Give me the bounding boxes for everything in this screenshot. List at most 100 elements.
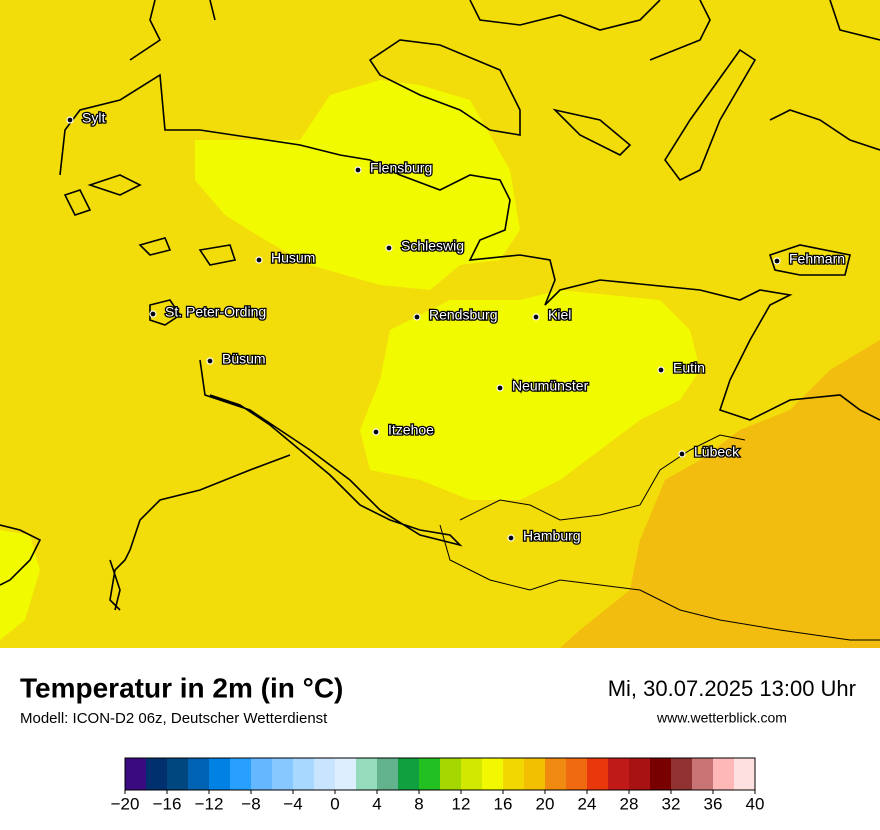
colorbar-tick-label: 24 [578,794,597,813]
colorbar-segment [398,758,419,790]
coastline [769,109,880,151]
map: Sylt Flensburg Schleswig Husum St. Peter-Ord… [0,0,880,648]
city-dot [657,366,665,374]
colorbar-segment [608,758,629,790]
colorbar-segment [167,758,188,790]
city-dot [532,313,540,321]
colorbar-segment [377,758,398,790]
city-dot [507,534,515,542]
coastline [129,454,291,551]
city-label: Kiel [548,307,571,323]
city-dot [66,116,74,124]
coastline [0,524,42,586]
colorbar-tick-label: −20 [111,794,140,813]
colorbar-segment [440,758,461,790]
coastline [109,549,131,611]
colorbar-segment [251,758,272,790]
colorbar-segment [188,758,209,790]
elbe-coast [199,359,463,547]
colorbar: −20 −16 −12 −8 −4 0 4 8 12 16 20 24 28 32 36 40 [111,757,765,813]
city-label: Flensburg [370,160,432,176]
colorbar-tick-label: −16 [153,794,182,813]
island [552,48,851,276]
colorbar-tick-label: 8 [414,794,423,813]
colorbar-segment [650,758,671,790]
warm-zone [195,80,520,290]
colorbar-segment [293,758,314,790]
date: Mi, 30.07.2025 13:00 Uhr [608,676,856,701]
coastline [59,73,880,421]
city-label: Itzehoe [388,422,434,438]
city-dot [385,244,393,252]
city-label: Schleswig [401,238,464,254]
city-dot [413,313,421,321]
city-dot [206,357,214,365]
coastline [469,0,880,61]
colorbar-tick-label: 12 [452,794,471,813]
city-label: Fehmarn [789,251,845,267]
coastline [129,0,216,61]
colorbar-segment [734,758,755,790]
colorbar-segment [461,758,482,790]
border [459,434,746,521]
island [63,174,237,326]
colorbar-segment [482,758,503,790]
colorbar-segment [209,758,230,790]
warm-zone [0,530,40,640]
colorbar-tick-label: 32 [662,794,681,813]
colorbar-segment [230,758,251,790]
map-title: Temperatur in 2m (in °C) [20,672,343,703]
colorbar-tick-label: 36 [704,794,723,813]
city-label: Neumünster [512,378,589,394]
city-label: Husum [271,250,315,266]
colorbar-frame [124,757,756,791]
border [439,524,880,641]
colorbar-segment [671,758,692,790]
city-label: Eutin [673,360,705,376]
city-dot [255,256,263,264]
island [368,39,521,136]
colorbar-tick-label: 28 [620,794,639,813]
colorbar-segment [125,758,146,790]
city-dot [149,310,157,318]
colorbar-segment [566,758,587,790]
colorbar-segment [356,758,377,790]
colorbar-segment [503,758,524,790]
colorbar-tick-label: 4 [372,794,381,813]
city-label: Sylt [82,110,105,126]
hot-zone [560,340,880,648]
colorbar-segment [692,758,713,790]
city-label: St. Peter-Ording [165,304,266,320]
colorbar-tick-label: 16 [494,794,513,813]
city-label: Lübeck [694,444,740,460]
colorbar-segment [272,758,293,790]
colorbar-segment [545,758,566,790]
colorbar-tick-label: −8 [241,794,260,813]
footer [0,648,880,830]
colorbar-segment [524,758,545,790]
colorbar-segment [713,758,734,790]
colorbar-tick-label: −12 [195,794,224,813]
warm-zone [360,290,700,500]
city-dot [372,428,380,436]
city-dot [354,166,362,174]
city-label: Hamburg [523,528,581,544]
colorbar-tick-label: −4 [283,794,302,813]
website: www.wetterblick.com [656,710,787,726]
city-label: Rendsburg [429,307,498,323]
colorbar-tick-label: 0 [330,794,339,813]
city-dot [496,384,504,392]
colorbar-segment [335,758,356,790]
city-label: Büsum [222,351,266,367]
city-dot [773,257,781,265]
colorbar-segment [629,758,650,790]
colorbar-tick-label: 20 [536,794,555,813]
colorbar-segment [419,758,440,790]
colorbar-segment [146,758,167,790]
subtitle: Modell: ICON-D2 06z, Deutscher Wetterdie… [20,710,328,727]
city-dot [678,450,686,458]
colorbar-tick-label: 40 [746,794,765,813]
colorbar-segment [314,758,335,790]
colorbar-segment [587,758,608,790]
